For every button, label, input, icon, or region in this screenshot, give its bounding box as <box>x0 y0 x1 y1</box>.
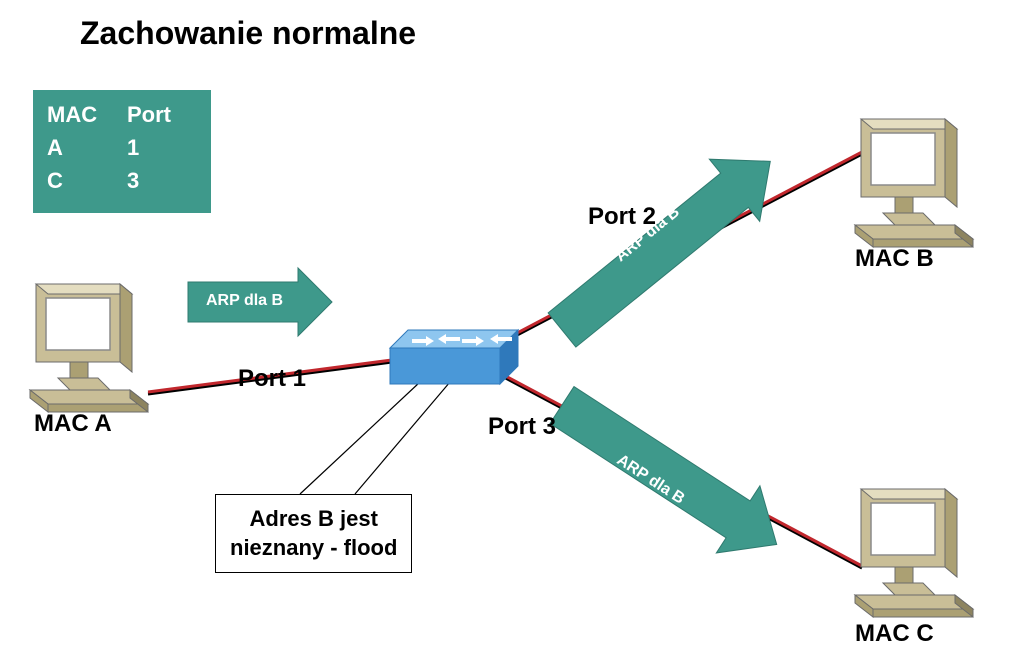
callout-line <box>300 382 420 494</box>
table-row: C 3 <box>47 164 197 197</box>
page-title: Zachowanie normalne <box>80 15 416 52</box>
table-header-port: Port <box>127 98 197 131</box>
flood-callout: Adres B jest nieznany - flood <box>215 494 412 573</box>
port-3-label: Port 3 <box>488 413 556 441</box>
cable-c <box>498 372 862 568</box>
pc-c-icon <box>855 489 973 617</box>
pc-a-icon <box>30 284 148 412</box>
mac-a-label: MAC A <box>34 410 112 438</box>
switch-icon <box>390 330 518 384</box>
callout-line <box>355 382 450 494</box>
table-row: A 1 <box>47 131 197 164</box>
callout-line1: Adres B jest <box>230 505 397 534</box>
mac-address-table: MAC Port A 1 C 3 <box>33 90 211 213</box>
table-header: MAC Port <box>47 98 197 131</box>
arp-arrow-b <box>537 130 796 361</box>
callout-line2: nieznany - flood <box>230 534 397 563</box>
arp-label-c: ARP dla B <box>613 451 687 508</box>
port-2-label: Port 2 <box>588 203 656 231</box>
mac-c-label: MAC C <box>855 620 934 648</box>
mac-b-label: MAC B <box>855 245 934 273</box>
arp-arrow-c <box>540 371 798 578</box>
cable-b <box>500 152 862 344</box>
pc-b-icon <box>855 119 973 247</box>
diagram-stage: Zachowanie normalne MAC Port A 1 C 3 <box>0 0 1024 659</box>
table-header-mac: MAC <box>47 98 127 131</box>
port-1-label: Port 1 <box>238 365 306 393</box>
arp-label-a: ARP dla B <box>206 292 283 310</box>
